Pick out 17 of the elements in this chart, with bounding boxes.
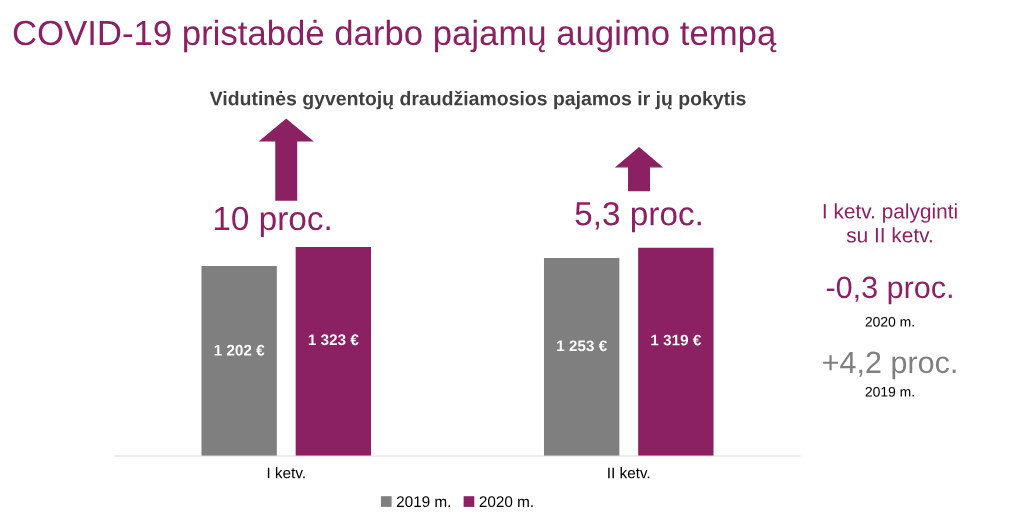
text: 2019 m.: [865, 386, 914, 397]
x-tick-label: II ketv.: [608, 467, 650, 479]
text: -0,3 proc.: [826, 276, 952, 305]
text: 5,3 proc.: [575, 201, 701, 233]
text: +4,2 proc.: [823, 351, 956, 380]
legend-label: 2019 m.: [396, 496, 450, 508]
text: 10 proc.: [214, 206, 330, 237]
chart-title: COVID-19 pristabdė darbo pajamų augimo tempą: [13, 19, 777, 53]
data-label: 1 319 €: [651, 334, 702, 346]
data-label: 1 202 €: [214, 344, 265, 356]
x-tick-label: I ketv.: [267, 467, 305, 479]
chart-subtitle: Vidutinės gyventojų draudžiamosios pajamos ir jų pokytis: [209, 90, 746, 110]
text: I ketv. palyginti su II ketv.: [823, 203, 957, 243]
legend-label: 2020 m.: [479, 496, 533, 508]
data-label: 1 323 €: [308, 334, 359, 346]
text: 2020 m.: [865, 316, 914, 327]
data-label: 1 253 €: [557, 340, 607, 352]
